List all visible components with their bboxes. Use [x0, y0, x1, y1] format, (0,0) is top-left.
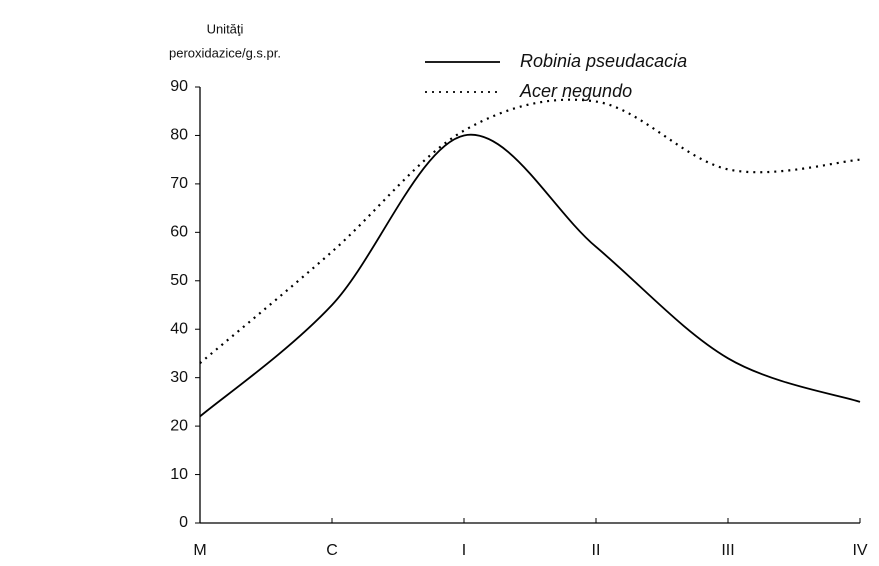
y-tick-label: 50	[170, 272, 188, 289]
x-tick-label: I	[462, 542, 466, 559]
x-tick-label: C	[326, 542, 338, 559]
y-tick-label: 40	[170, 320, 188, 337]
x-tick-label: M	[193, 542, 206, 559]
series-line	[199, 98, 861, 364]
y-tick-label: 90	[170, 78, 188, 95]
y-tick-label: 10	[170, 466, 188, 483]
x-tick-label: III	[721, 542, 734, 559]
y-tick-label: 30	[170, 369, 188, 386]
x-tick-label: IV	[852, 542, 867, 559]
series-line	[199, 133, 861, 418]
y-tick-label: 70	[170, 175, 188, 192]
y-tick-label: 0	[179, 514, 188, 531]
y-axis-label: peroxidazice/g.s.pr.	[169, 45, 281, 60]
y-axis-label: Unităţi	[207, 21, 244, 36]
y-tick-label: 60	[170, 224, 188, 241]
y-tick-label: 80	[170, 127, 188, 144]
x-tick-label: II	[592, 542, 601, 559]
legend-label: Acer negundo	[519, 81, 632, 101]
y-tick-label: 20	[170, 417, 188, 434]
legend-label: Robinia pseudacacia	[520, 51, 687, 71]
